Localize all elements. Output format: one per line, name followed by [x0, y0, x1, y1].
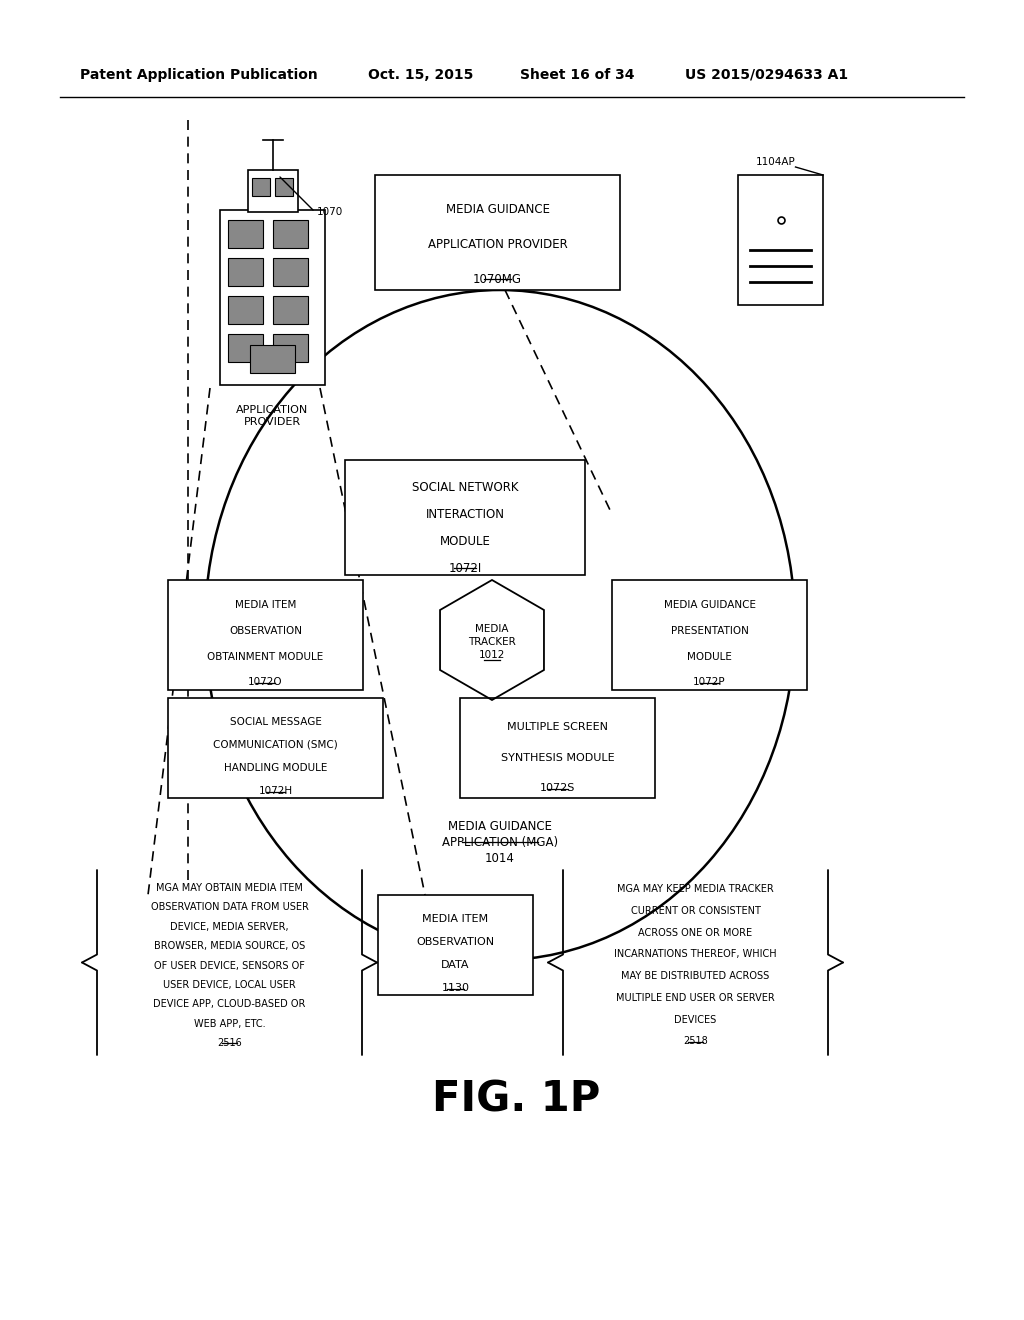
Text: COMMUNICATION (SMC): COMMUNICATION (SMC): [213, 741, 338, 750]
Text: MODULE: MODULE: [687, 652, 732, 661]
Text: MGA MAY OBTAIN MEDIA ITEM: MGA MAY OBTAIN MEDIA ITEM: [156, 883, 303, 892]
Bar: [375, 176, 620, 290]
Text: INCARNATIONS THEREOF, WHICH: INCARNATIONS THEREOF, WHICH: [614, 949, 777, 960]
Text: MEDIA GUIDANCE: MEDIA GUIDANCE: [449, 820, 552, 833]
Text: MEDIA: MEDIA: [475, 624, 509, 634]
Text: HANDLING MODULE: HANDLING MODULE: [224, 763, 328, 774]
Bar: [168, 579, 362, 690]
Text: OBTAINMENT MODULE: OBTAINMENT MODULE: [208, 652, 324, 661]
Text: OF USER DEVICE, SENSORS OF: OF USER DEVICE, SENSORS OF: [154, 961, 305, 970]
Text: MULTIPLE SCREEN: MULTIPLE SCREEN: [507, 722, 608, 733]
Bar: [378, 895, 534, 995]
Text: DEVICE APP, CLOUD-BASED OR: DEVICE APP, CLOUD-BASED OR: [154, 999, 306, 1010]
Text: SOCIAL NETWORK: SOCIAL NETWORK: [412, 482, 518, 495]
Bar: [220, 210, 325, 385]
Text: OBSERVATION: OBSERVATION: [417, 937, 495, 946]
Text: MULTIPLE END USER OR SERVER: MULTIPLE END USER OR SERVER: [616, 993, 775, 1003]
Text: MEDIA ITEM: MEDIA ITEM: [423, 913, 488, 924]
Text: PRESENTATION: PRESENTATION: [671, 626, 749, 636]
Text: CURRENT OR CONSISTENT: CURRENT OR CONSISTENT: [631, 906, 761, 916]
Text: 1072I: 1072I: [449, 561, 481, 574]
Text: MEDIA ITEM: MEDIA ITEM: [234, 601, 296, 610]
Text: 2518: 2518: [683, 1036, 708, 1047]
Text: 1130: 1130: [441, 983, 469, 994]
Text: 1072H: 1072H: [258, 787, 293, 796]
Text: TRACKER: TRACKER: [468, 638, 516, 647]
Text: 1070: 1070: [317, 207, 343, 216]
Text: APPLICATION (MGA): APPLICATION (MGA): [442, 836, 558, 849]
Bar: [273, 296, 308, 323]
Bar: [738, 176, 823, 305]
Bar: [250, 345, 295, 374]
Text: 1014: 1014: [485, 851, 515, 865]
Text: 1070MG: 1070MG: [473, 272, 522, 285]
Text: 1012: 1012: [479, 649, 505, 660]
Text: SOCIAL MESSAGE: SOCIAL MESSAGE: [229, 717, 322, 726]
Text: Oct. 15, 2015: Oct. 15, 2015: [368, 69, 473, 82]
Text: 1072O: 1072O: [248, 677, 283, 688]
Text: DEVICE, MEDIA SERVER,: DEVICE, MEDIA SERVER,: [170, 921, 289, 932]
Bar: [460, 698, 655, 799]
Text: BROWSER, MEDIA SOURCE, OS: BROWSER, MEDIA SOURCE, OS: [154, 941, 305, 952]
Bar: [345, 459, 585, 576]
Bar: [228, 220, 263, 248]
Text: APPLICATION
PROVIDER: APPLICATION PROVIDER: [237, 405, 308, 426]
Text: MODULE: MODULE: [439, 535, 490, 548]
Bar: [275, 178, 293, 195]
Text: WEB APP, ETC.: WEB APP, ETC.: [194, 1019, 265, 1030]
Text: MEDIA GUIDANCE: MEDIA GUIDANCE: [664, 601, 756, 610]
Text: DATA: DATA: [441, 960, 470, 970]
Text: MEDIA GUIDANCE: MEDIA GUIDANCE: [445, 203, 550, 216]
Bar: [168, 698, 383, 799]
Bar: [273, 334, 308, 362]
Text: USER DEVICE, LOCAL USER: USER DEVICE, LOCAL USER: [163, 979, 296, 990]
Text: 2516: 2516: [217, 1039, 242, 1048]
Text: MAY BE DISTRIBUTED ACROSS: MAY BE DISTRIBUTED ACROSS: [622, 972, 770, 981]
Bar: [273, 257, 308, 286]
Bar: [228, 296, 263, 323]
Text: Patent Application Publication: Patent Application Publication: [80, 69, 317, 82]
Text: APPLICATION PROVIDER: APPLICATION PROVIDER: [428, 238, 567, 251]
Bar: [612, 579, 807, 690]
Bar: [248, 170, 298, 213]
Text: 1072S: 1072S: [540, 783, 575, 793]
Bar: [252, 178, 270, 195]
Text: Sheet 16 of 34: Sheet 16 of 34: [520, 69, 635, 82]
Text: MGA MAY KEEP MEDIA TRACKER: MGA MAY KEEP MEDIA TRACKER: [617, 884, 774, 894]
Text: DEVICES: DEVICES: [675, 1015, 717, 1024]
Text: ACROSS ONE OR MORE: ACROSS ONE OR MORE: [638, 928, 753, 937]
Text: SYNTHESIS MODULE: SYNTHESIS MODULE: [501, 752, 614, 763]
Text: 1104AP: 1104AP: [756, 157, 796, 168]
Bar: [228, 334, 263, 362]
Bar: [228, 257, 263, 286]
Bar: [273, 220, 308, 248]
Text: OBSERVATION DATA FROM USER: OBSERVATION DATA FROM USER: [151, 902, 308, 912]
Text: OBSERVATION: OBSERVATION: [229, 626, 302, 636]
Text: FIG. 1P: FIG. 1P: [432, 1078, 600, 1121]
Text: US 2015/0294633 A1: US 2015/0294633 A1: [685, 69, 848, 82]
Text: INTERACTION: INTERACTION: [426, 508, 505, 521]
Text: 1072P: 1072P: [693, 677, 726, 688]
